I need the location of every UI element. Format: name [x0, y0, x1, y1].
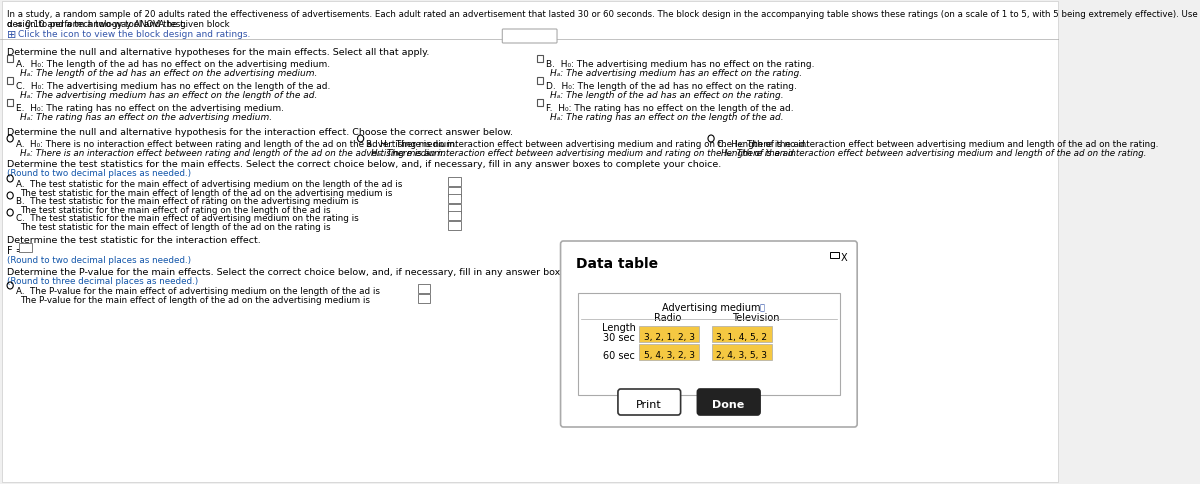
Text: 30 sec: 30 sec [602, 333, 635, 342]
FancyBboxPatch shape [449, 212, 461, 221]
FancyBboxPatch shape [560, 242, 857, 427]
Text: A.  The P-value for the main effect of advertising medium on the length of the a: A. The P-value for the main effect of ad… [16, 287, 380, 295]
Text: Hₐ: There is an interaction effect between advertising medium and length of the : Hₐ: There is an interaction effect betwe… [721, 149, 1146, 158]
Text: .......: ....... [521, 32, 539, 42]
Text: design to perform a two-way ANOVA test.: design to perform a two-way ANOVA test. [7, 20, 186, 29]
Text: Hₐ: The rating has an effect on the advertising medium.: Hₐ: The rating has an effect on the adve… [20, 113, 272, 122]
Text: Hₐ: The length of the ad has an effect on the advertising medium.: Hₐ: The length of the ad has an effect o… [20, 69, 318, 78]
Bar [7, 56, 13, 63]
Text: X: X [841, 253, 847, 262]
Text: Done: Done [712, 399, 744, 409]
FancyBboxPatch shape [712, 344, 772, 360]
FancyBboxPatch shape [697, 389, 760, 415]
Text: Hₐ: There is an interaction effect between rating and length of the ad on the ad: Hₐ: There is an interaction effect betwe… [20, 149, 445, 158]
Text: B.  The test statistic for the main effect of rating on the advertising medium i: B. The test statistic for the main effec… [16, 197, 359, 206]
Text: (Round to three decimal places as needed.): (Round to three decimal places as needed… [7, 276, 198, 286]
Text: Hₐ: The advertising medium has an effect on the rating.: Hₐ: The advertising medium has an effect… [550, 69, 802, 78]
FancyBboxPatch shape [19, 243, 31, 253]
Text: Hₐ: The rating has an effect on the length of the ad.: Hₐ: The rating has an effect on the leng… [550, 113, 784, 122]
FancyBboxPatch shape [418, 285, 430, 293]
Text: A.  The test statistic for the main effect of advertising medium on the length o: A. The test statistic for the main effec… [16, 180, 402, 189]
Bar [7, 78, 13, 85]
Bar [536, 56, 542, 63]
FancyBboxPatch shape [712, 326, 772, 342]
Text: B.  H₀: There is no interaction effect between advertising medium and rating on : B. H₀: There is no interaction effect be… [366, 140, 808, 149]
FancyBboxPatch shape [449, 188, 461, 197]
Text: C.  H₀: There is no interaction effect between advertising medium and length of : C. H₀: There is no interaction effect be… [716, 140, 1158, 149]
Text: Determine the test statistic for the interaction effect.: Determine the test statistic for the int… [7, 236, 260, 244]
Text: 2, 4, 3, 5, 3: 2, 4, 3, 5, 3 [716, 350, 767, 359]
Text: E.  H₀: The rating has no effect on the advertising medium.: E. H₀: The rating has no effect on the a… [16, 104, 284, 113]
Text: A.  H₀: There is no interaction effect between rating and length of the ad on th: A. H₀: There is no interaction effect be… [16, 140, 457, 149]
Text: Click the icon to view the block design and ratings.: Click the icon to view the block design … [18, 30, 250, 39]
Bar [536, 78, 542, 85]
Text: D.  H₀: The length of the ad has no effect on the rating.: D. H₀: The length of the ad has no effec… [546, 82, 797, 91]
Text: Print: Print [636, 399, 661, 409]
Text: The test statistic for the main effect of length of the ad on the rating is: The test statistic for the main effect o… [20, 223, 331, 231]
FancyBboxPatch shape [449, 222, 461, 230]
Text: C.  The test statistic for the main effect of advertising medium on the rating i: C. The test statistic for the main effec… [16, 213, 359, 223]
Text: A.  H₀: The length of the ad has no effect on the advertising medium.: A. H₀: The length of the ad has no effec… [16, 60, 330, 69]
FancyBboxPatch shape [449, 205, 461, 213]
Text: 3, 2, 1, 2, 3: 3, 2, 1, 2, 3 [643, 333, 695, 341]
FancyBboxPatch shape [449, 178, 461, 187]
Text: The test statistic for the main effect of length of the ad on the advertising me: The test statistic for the main effect o… [20, 189, 392, 197]
FancyBboxPatch shape [640, 344, 700, 360]
Text: C.  H₀: The advertising medium has no effect on the length of the ad.: C. H₀: The advertising medium has no eff… [16, 82, 330, 91]
FancyBboxPatch shape [830, 253, 839, 258]
FancyBboxPatch shape [503, 30, 557, 44]
Text: Radio: Radio [654, 312, 682, 322]
Text: B.  H₀: The advertising medium has no effect on the rating.: B. H₀: The advertising medium has no eff… [546, 60, 814, 69]
FancyBboxPatch shape [449, 195, 461, 204]
Text: Advertising medium: Advertising medium [662, 302, 761, 312]
Text: The P-value for the main effect of length of the ad on the advertising medium is: The P-value for the main effect of lengt… [20, 295, 371, 304]
Text: Television: Television [732, 312, 780, 322]
FancyBboxPatch shape [578, 293, 840, 395]
FancyBboxPatch shape [1, 2, 1057, 482]
Text: Determine the null and alternative hypothesis for the interaction effect. Choose: Determine the null and alternative hypot… [7, 128, 514, 136]
Text: Hₐ: The advertising medium has an effect on the length of the ad.: Hₐ: The advertising medium has an effect… [20, 91, 318, 100]
Text: Data table: Data table [576, 257, 659, 271]
FancyBboxPatch shape [640, 326, 700, 342]
FancyBboxPatch shape [618, 389, 680, 415]
Text: F.  H₀: The rating has no effect on the length of the ad.: F. H₀: The rating has no effect on the l… [546, 104, 793, 113]
Text: (Round to two decimal places as needed.): (Round to two decimal places as needed.) [7, 168, 191, 178]
Text: Length: Length [602, 322, 636, 333]
Text: Hₐ: The length of the ad has an effect on the rating.: Hₐ: The length of the ad has an effect o… [550, 91, 784, 100]
Text: 3, 1, 4, 5, 2: 3, 1, 4, 5, 2 [716, 333, 767, 341]
Text: The test statistic for the main effect of rating on the length of the ad is: The test statistic for the main effect o… [20, 206, 331, 214]
Bar [7, 100, 13, 107]
Bar [536, 100, 542, 107]
Text: In a study, a random sample of 20 adults rated the effectiveness of advertisemen: In a study, a random sample of 20 adults… [7, 10, 1198, 30]
Text: 5, 4, 3, 2, 3: 5, 4, 3, 2, 3 [643, 350, 695, 359]
Text: (Round to two decimal places as needed.): (Round to two decimal places as needed.) [7, 256, 191, 264]
Text: ⊞: ⊞ [7, 30, 17, 40]
Text: Determine the null and alternative hypotheses for the main effects. Select all t: Determine the null and alternative hypot… [7, 48, 430, 57]
FancyBboxPatch shape [418, 294, 430, 303]
Text: Hₐ: There is an interaction effect between advertising medium and rating on the : Hₐ: There is an interaction effect betwe… [371, 149, 796, 158]
Text: 📋: 📋 [760, 302, 766, 311]
Text: Determine the test statistics for the main effects. Select the correct choice be: Determine the test statistics for the ma… [7, 160, 721, 168]
Text: F =: F = [7, 245, 24, 256]
Text: 60 sec: 60 sec [602, 350, 635, 360]
Text: Determine the P-value for the main effects. Select the correct choice below, and: Determine the P-value for the main effec… [7, 268, 692, 276]
